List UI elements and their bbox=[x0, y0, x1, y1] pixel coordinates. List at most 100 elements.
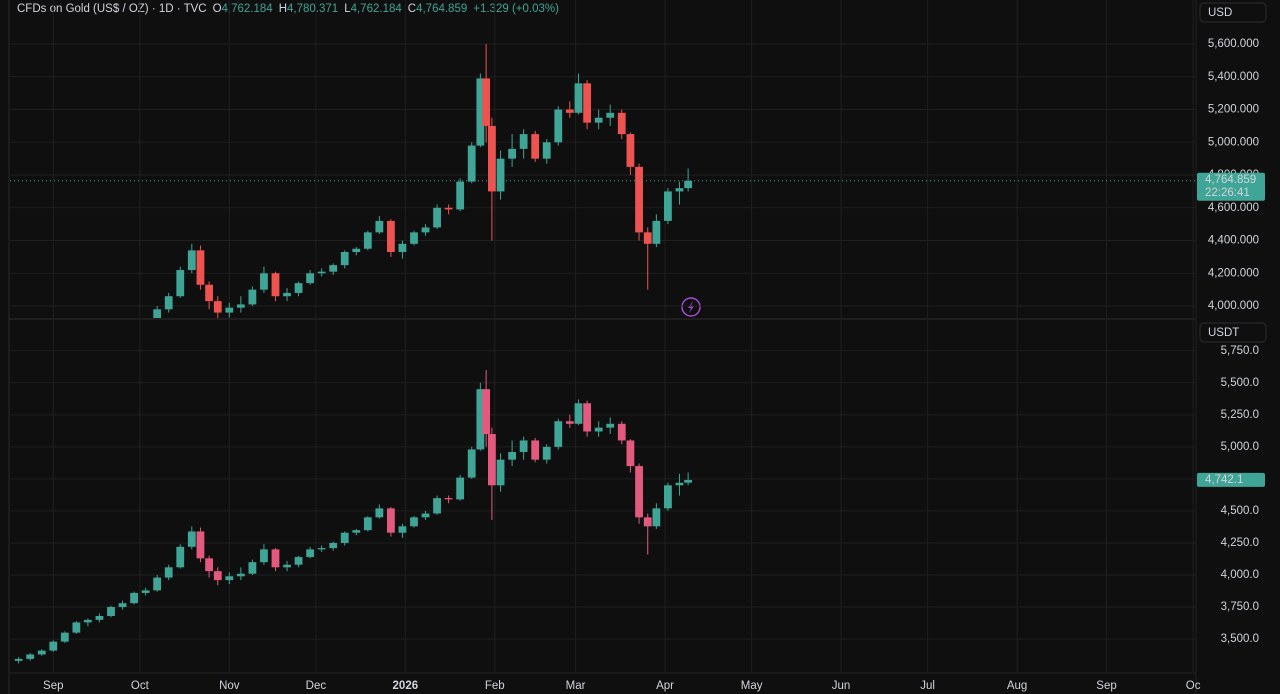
pane bbox=[10, 320, 1196, 672]
candle-body bbox=[574, 83, 583, 113]
y-tick-label: 5,200.000 bbox=[1208, 104, 1259, 116]
currency-button[interactable] bbox=[1199, 2, 1267, 23]
pane bbox=[10, 0, 1196, 318]
candle-body bbox=[643, 232, 652, 244]
candle-body bbox=[606, 112, 615, 118]
candle-body bbox=[118, 603, 127, 608]
candle-body bbox=[387, 508, 395, 533]
y-tick-label: 3,750.0 bbox=[1221, 601, 1259, 613]
candle-body bbox=[294, 557, 303, 565]
candle-body bbox=[84, 619, 92, 623]
candle-body bbox=[317, 271, 326, 274]
candle-body bbox=[635, 466, 643, 518]
y-tick-label: 5,000.0 bbox=[1221, 441, 1259, 453]
candle-body bbox=[107, 607, 115, 617]
candle-body bbox=[626, 134, 635, 167]
ohlc-key: L bbox=[344, 3, 351, 15]
candle-body bbox=[306, 273, 315, 284]
candle-body bbox=[508, 148, 516, 159]
candle-body bbox=[248, 289, 257, 305]
candle-body bbox=[554, 421, 563, 447]
candle-body bbox=[565, 421, 574, 424]
candle-body bbox=[225, 307, 234, 313]
y-tick-label: 4,500.0 bbox=[1221, 505, 1259, 517]
candle-body bbox=[187, 250, 196, 271]
y-tick-label: 4,600.000 bbox=[1208, 202, 1259, 214]
candle-body bbox=[283, 292, 291, 297]
ohlc-key: H bbox=[279, 3, 287, 15]
candle-body bbox=[456, 477, 465, 500]
ohlc-value: 4,762.184 bbox=[222, 3, 274, 15]
candle-body bbox=[375, 220, 384, 233]
y-tick-label: 4,200.000 bbox=[1208, 267, 1259, 279]
y-tick-label: 4,250.0 bbox=[1221, 537, 1259, 549]
candle-body bbox=[205, 558, 214, 572]
y-tick-label: 5,000.000 bbox=[1208, 136, 1259, 148]
x-tick-label: Jun bbox=[832, 680, 851, 692]
candle-body bbox=[236, 573, 245, 577]
legend-text: CFDs on Gold (US$ / OZ) · 1D · TVC O4,762… bbox=[17, 3, 559, 15]
x-tick-label: Oct bbox=[131, 680, 150, 692]
candle-body bbox=[213, 571, 222, 581]
y-tick-label: 5,600.000 bbox=[1208, 38, 1259, 50]
x-tick-label: Feb bbox=[485, 680, 505, 692]
candle-body bbox=[271, 549, 280, 568]
candle-body bbox=[187, 531, 196, 547]
candle-body bbox=[467, 145, 476, 182]
candle-body bbox=[565, 109, 574, 113]
candle-body bbox=[542, 142, 551, 159]
candle-body bbox=[205, 284, 214, 302]
candle-body bbox=[340, 532, 349, 543]
candle-body bbox=[236, 304, 245, 308]
candle-body bbox=[410, 517, 418, 527]
candle-body bbox=[363, 517, 372, 531]
candle-body bbox=[444, 498, 453, 500]
candle-body bbox=[643, 517, 652, 527]
ohlc-key: C bbox=[408, 3, 416, 15]
countdown-label: 22:26:41 bbox=[1205, 187, 1250, 199]
candle-body bbox=[519, 134, 528, 149]
candle-body bbox=[542, 446, 551, 460]
change: +1.329 (+0.03%) bbox=[473, 3, 559, 15]
x-tick-label: 2026 bbox=[393, 680, 419, 692]
candle-body bbox=[260, 273, 268, 290]
candle-body bbox=[684, 479, 693, 483]
candle-body bbox=[456, 181, 465, 210]
x-tick-label: May bbox=[741, 680, 763, 692]
candle-body bbox=[95, 616, 104, 620]
candle-body bbox=[176, 546, 185, 568]
candle-body bbox=[329, 542, 338, 549]
y-tick-label: 4,000.0 bbox=[1221, 569, 1259, 581]
candle-body bbox=[617, 423, 626, 441]
candle-body bbox=[153, 577, 162, 591]
x-tick-label: Oc bbox=[1186, 680, 1201, 692]
candle-body bbox=[684, 180, 693, 189]
event-icon[interactable] bbox=[681, 297, 701, 317]
symbol: CFDs on Gold (US$ / OZ) · 1D · TVC bbox=[17, 3, 207, 15]
x-tick-label: Sep bbox=[43, 680, 63, 692]
candle-body bbox=[271, 273, 280, 297]
candle-body bbox=[26, 654, 35, 659]
candle-body bbox=[531, 440, 540, 460]
candle-body bbox=[398, 243, 407, 253]
candle-body bbox=[340, 252, 349, 266]
candle-body bbox=[488, 434, 496, 486]
candle-body bbox=[72, 622, 81, 633]
candle-body bbox=[496, 459, 505, 486]
x-tick-label: Nov bbox=[219, 680, 240, 692]
candle-body bbox=[260, 549, 268, 563]
candle-body bbox=[196, 531, 205, 559]
candle-body bbox=[130, 592, 138, 604]
candle-body bbox=[294, 283, 303, 293]
candle-body bbox=[329, 265, 338, 272]
candle-body bbox=[176, 270, 185, 297]
candle-body bbox=[164, 567, 173, 578]
currency-button[interactable] bbox=[1199, 322, 1267, 343]
candle-body bbox=[476, 389, 485, 450]
x-tick-label: Aug bbox=[1007, 680, 1027, 692]
candle-body bbox=[196, 250, 205, 285]
x-tick-label: Dec bbox=[306, 680, 327, 692]
candle-body bbox=[606, 423, 615, 428]
candle-body bbox=[375, 508, 384, 518]
